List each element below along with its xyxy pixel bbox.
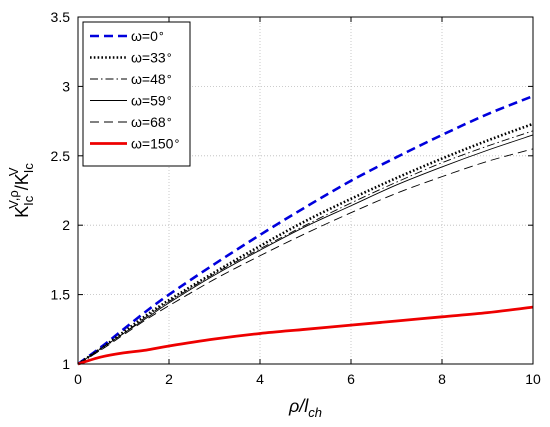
y-axis-label-k2-sub: Ic xyxy=(21,163,36,174)
legend-label-text: ω=150 xyxy=(131,136,174,152)
legend-box xyxy=(82,21,191,167)
legend: ω=0∘ω=33∘ω=48∘ω=59∘ω=68∘ω=150∘ xyxy=(82,21,191,167)
legend-label-degree: ∘ xyxy=(166,50,173,62)
x-axis-label-sub: ch xyxy=(308,405,322,420)
x-tick-label: 8 xyxy=(438,371,446,387)
series-line-2 xyxy=(77,122,534,366)
legend-label-2: ω=33∘ xyxy=(131,50,173,66)
y-tick-label: 1 xyxy=(62,356,70,372)
legend-label-degree: ∘ xyxy=(166,114,173,126)
axis-ticks: 0 2 4 6 8 10 1 1.5 2 2.5 3 3.5 xyxy=(51,9,541,387)
legend-label-degree: ∘ xyxy=(166,71,173,83)
legend-label-degree: ∘ xyxy=(173,136,180,148)
legend-label-5: ω=68∘ xyxy=(131,114,173,130)
x-tick-label: 6 xyxy=(347,371,355,387)
legend-label-text: ω=0 xyxy=(131,28,158,44)
legend-label-degree: ∘ xyxy=(158,28,165,40)
y-axis-label-k1-sub: Ic xyxy=(21,195,36,206)
y-axis-label: KIcV,ρ/KIcV xyxy=(6,163,36,218)
series-line-4 xyxy=(77,134,534,365)
x-tick-label: 10 xyxy=(525,371,541,387)
series-line-6 xyxy=(77,305,534,366)
y-tick-label: 2.5 xyxy=(51,148,71,164)
x-tick-label: 0 xyxy=(74,371,82,387)
legend-label-text: ω=33 xyxy=(131,50,166,66)
series-line-1 xyxy=(77,94,534,366)
x-axis-label-main: ρ/l xyxy=(288,396,309,416)
x-axis-label: ρ/lch xyxy=(288,396,322,420)
x-tick-label: 4 xyxy=(256,371,264,387)
y-axis-label-k1-sup: V,ρ xyxy=(6,190,21,208)
legend-label-6: ω=150∘ xyxy=(131,136,180,152)
y-axis-label-slash: / xyxy=(12,185,32,190)
legend-label-text: ω=59 xyxy=(131,93,166,109)
series-group xyxy=(77,94,534,366)
y-tick-label: 3 xyxy=(62,78,70,94)
plot-frame xyxy=(77,16,534,365)
y-tick-label: 3.5 xyxy=(51,9,71,25)
y-axis-label-k2-sup: V xyxy=(6,167,21,176)
legend-label-4: ω=59∘ xyxy=(131,93,173,109)
legend-label-3: ω=48∘ xyxy=(131,71,173,87)
x-tick-label: 2 xyxy=(165,371,173,387)
y-axis-label-k2: K xyxy=(12,173,32,185)
legend-label-1: ω=0∘ xyxy=(131,28,165,44)
legend-label-degree: ∘ xyxy=(166,93,173,105)
y-tick-label: 2 xyxy=(62,217,70,233)
series-line-5 xyxy=(77,148,534,365)
legend-label-text: ω=68 xyxy=(131,114,166,130)
legend-label-text: ω=48 xyxy=(131,71,166,87)
y-tick-label: 1.5 xyxy=(51,287,71,303)
y-axis-label-k1: K xyxy=(12,206,32,218)
